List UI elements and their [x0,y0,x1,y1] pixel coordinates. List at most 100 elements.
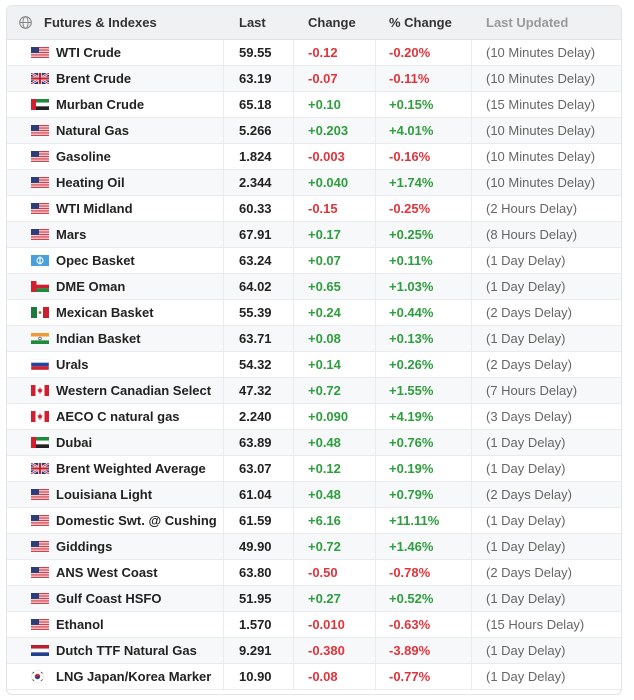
commodity-name[interactable]: Indian Basket [56,331,141,346]
table-row[interactable]: Giddings 49.90 +0.72 +1.46% (1 Day Delay) [7,534,621,560]
price-change: +0.08 [294,326,376,351]
table-row[interactable]: Brent Weighted Average 63.07 +0.12 +0.19% (1… [7,456,621,482]
price-change: +0.48 [294,482,376,507]
commodity-name[interactable]: Western Canadian Select [56,383,212,398]
commodity-name-cell[interactable]: WTI Crude [7,40,224,65]
commodity-name[interactable]: Dubai [56,435,93,450]
percent-change: +0.79% [376,482,472,507]
commodity-name-cell[interactable]: Domestic Swt. @ Cushing [7,508,224,533]
us-flag-icon [31,593,49,604]
commodity-name-cell[interactable]: LNG Japan/Korea Marker [7,664,224,689]
header-last[interactable]: Last [239,15,266,30]
percent-change: +0.26% [376,352,472,377]
table-row[interactable]: Mars 67.91 +0.17 +0.25% (8 Hours Delay) [7,222,621,248]
commodity-name[interactable]: DME Oman [56,279,126,294]
last-price: 65.18 [224,92,294,117]
commodity-name[interactable]: Murban Crude [56,97,145,112]
table-row[interactable]: ANS West Coast 63.80 -0.50 -0.78% (2 Days De… [7,560,621,586]
table-row[interactable]: Natural Gas 5.266 +0.203 +4.01% (10 Minutes … [7,118,621,144]
table-row[interactable]: Urals 54.32 +0.14 +0.26% (2 Days Delay) [7,352,621,378]
table-row[interactable]: Ethanol 1.570 -0.010 -0.63% (15 Hours Delay) [7,612,621,638]
commodity-name[interactable]: Gulf Coast HSFO [56,591,162,606]
commodity-name[interactable]: Opec Basket [56,253,135,268]
commodity-name-cell[interactable]: Urals [7,352,224,377]
table-row[interactable]: Mexican Basket 55.39 +0.24 +0.44% (2 Days De… [7,300,621,326]
table-row[interactable]: AECO C natural gas 2.240 +0.090 +4.19% (3 Da… [7,404,621,430]
last-price: 55.39 [224,300,294,325]
percent-change: -0.63% [376,612,472,637]
last-price: 60.33 [224,196,294,221]
commodity-name-cell[interactable]: ANS West Coast [7,560,224,585]
table-row[interactable]: Dubai 63.89 +0.48 +0.76% (1 Day Delay) [7,430,621,456]
commodity-name-cell[interactable]: Murban Crude [7,92,224,117]
commodity-name-cell[interactable]: Opec Basket [7,248,224,273]
table-row[interactable]: WTI Crude 59.55 -0.12 -0.20% (10 Minutes Del… [7,40,621,66]
header-last-updated[interactable]: Last Updated [486,15,569,30]
commodity-name-cell[interactable]: Gulf Coast HSFO [7,586,224,611]
canada-flag-icon [31,385,49,396]
commodity-name[interactable]: Urals [56,357,89,372]
table-row[interactable]: Murban Crude 65.18 +0.10 +0.15% (15 Minutes … [7,92,621,118]
commodity-name-cell[interactable]: Heating Oil [7,170,224,195]
commodity-name-cell[interactable]: Mexican Basket [7,300,224,325]
table-row[interactable]: Opec Basket 63.24 +0.07 +0.11% (1 Day Delay) [7,248,621,274]
table-row[interactable]: Dutch TTF Natural Gas 9.291 -0.380 -3.89% (1… [7,638,621,664]
last-price: 2.240 [224,404,294,429]
last-updated: (2 Days Delay) [486,305,572,320]
commodity-name[interactable]: ANS West Coast [56,565,158,580]
header-change[interactable]: Change [308,15,356,30]
commodity-name[interactable]: WTI Midland [56,201,133,216]
commodity-name[interactable]: AECO C natural gas [56,409,180,424]
commodity-name-cell[interactable]: Indian Basket [7,326,224,351]
last-updated: (7 Hours Delay) [486,383,578,398]
commodity-name-cell[interactable]: Dubai [7,430,224,455]
table-row[interactable]: Domestic Swt. @ Cushing 61.59 +6.16 +11.11%… [7,508,621,534]
table-row[interactable]: LNG Japan/Korea Marker 10.90 -0.08 -0.77% (1… [7,664,621,690]
header-pct-change[interactable]: % Change [389,15,452,30]
commodity-name[interactable]: Natural Gas [56,123,129,138]
table-row[interactable]: Louisiana Light 61.04 +0.48 +0.79% (2 Days D… [7,482,621,508]
commodity-name[interactable]: Domestic Swt. @ Cushing [56,513,217,528]
commodity-name-cell[interactable]: Natural Gas [7,118,224,143]
commodity-name-cell[interactable]: Western Canadian Select [7,378,224,403]
commodity-name-cell[interactable]: Ethanol [7,612,224,637]
commodity-name[interactable]: Mexican Basket [56,305,154,320]
commodity-name-cell[interactable]: WTI Midland [7,196,224,221]
commodity-name-cell[interactable]: Brent Weighted Average [7,456,224,481]
commodity-name-cell[interactable]: Mars [7,222,224,247]
us-flag-icon [31,177,49,188]
commodity-name-cell[interactable]: Giddings [7,534,224,559]
table-row[interactable]: Gulf Coast HSFO 51.95 +0.27 +0.52% (1 Day De… [7,586,621,612]
commodity-name[interactable]: WTI Crude [56,45,121,60]
commodity-name[interactable]: Dutch TTF Natural Gas [56,643,197,658]
commodity-name-cell[interactable]: Dutch TTF Natural Gas [7,638,224,663]
header-name[interactable]: Futures & Indexes [44,15,157,30]
commodity-name[interactable]: Louisiana Light [56,487,153,502]
commodity-name[interactable]: Brent Weighted Average [56,461,206,476]
us-flag-icon [31,203,49,214]
commodity-name-cell[interactable]: DME Oman [7,274,224,299]
commodity-name-cell[interactable]: Brent Crude [7,66,224,91]
table-row[interactable]: WTI Midland 60.33 -0.15 -0.25% (2 Hours Dela… [7,196,621,222]
price-change: +0.17 [294,222,376,247]
table-row[interactable]: Gasoline 1.824 -0.003 -0.16% (10 Minutes Del… [7,144,621,170]
table-row[interactable]: Brent Crude 63.19 -0.07 -0.11% (10 Minutes D… [7,66,621,92]
commodity-name-cell[interactable]: AECO C natural gas [7,404,224,429]
commodity-name-cell[interactable]: Louisiana Light [7,482,224,507]
percent-change: +0.15% [376,92,472,117]
futures-table: Futures & Indexes Last Change % Change L… [6,5,622,695]
table-row[interactable]: Western Canadian Select 47.32 +0.72 +1.55% (… [7,378,621,404]
commodity-name[interactable]: LNG Japan/Korea Marker [56,669,212,684]
commodity-name[interactable]: Heating Oil [56,175,125,190]
table-row[interactable]: Indian Basket 63.71 +0.08 +0.13% (1 Day Dela… [7,326,621,352]
table-row[interactable]: DME Oman 64.02 +0.65 +1.03% (1 Day Delay) [7,274,621,300]
commodity-name[interactable]: Giddings [56,539,113,554]
commodity-name[interactable]: Gasoline [56,149,111,164]
commodity-name[interactable]: Ethanol [56,617,104,632]
commodity-name[interactable]: Brent Crude [56,71,132,86]
commodity-name-cell[interactable]: Gasoline [7,144,224,169]
percent-change: +1.74% [376,170,472,195]
commodity-name[interactable]: Mars [56,227,87,242]
table-row[interactable]: Heating Oil 2.344 +0.040 +1.74% (10 Minutes … [7,170,621,196]
price-change: +0.14 [294,352,376,377]
